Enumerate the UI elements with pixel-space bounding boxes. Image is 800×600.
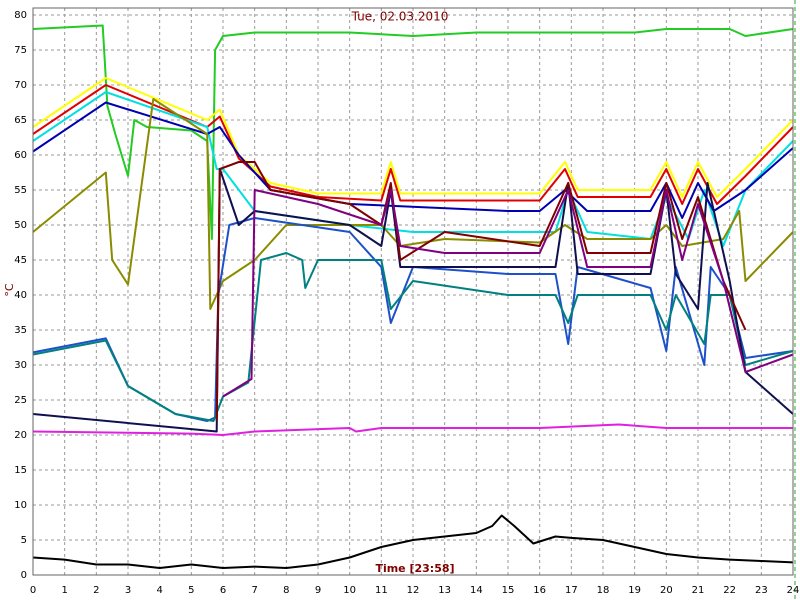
x-tick-label: 15 xyxy=(502,585,515,596)
data-line xyxy=(215,161,747,422)
x-tick-label: 4 xyxy=(156,585,162,596)
y-tick-label: 45 xyxy=(14,255,27,266)
data-line xyxy=(222,189,794,398)
y-tick-label: 70 xyxy=(14,80,27,91)
x-tick-label: 18 xyxy=(597,585,610,596)
data-line xyxy=(32,514,794,569)
x-tick-label: 7 xyxy=(251,585,257,596)
plot-frame xyxy=(32,7,794,576)
x-tick-label: 6 xyxy=(220,585,226,596)
x-tick-label: 19 xyxy=(628,585,641,596)
grid xyxy=(32,8,794,576)
x-axis-label: Time [23:58] xyxy=(375,562,454,575)
y-tick-label: 0 xyxy=(21,570,27,581)
y-tick-label: 60 xyxy=(14,150,27,161)
x-tick-label: 17 xyxy=(565,585,578,596)
x-tick-label: 16 xyxy=(533,585,546,596)
x-tick-label: 9 xyxy=(315,585,321,596)
y-tick-label: 35 xyxy=(14,325,27,336)
x-tick-label: 11 xyxy=(375,585,388,596)
y-tick-label: 10 xyxy=(14,500,27,511)
x-tick-label: 21 xyxy=(692,585,705,596)
x-tick-label: 23 xyxy=(755,585,768,596)
x-tick-label: 5 xyxy=(188,585,194,596)
x-tick-label: 13 xyxy=(438,585,451,596)
x-tick-label: 10 xyxy=(343,585,356,596)
x-tick-label: 2 xyxy=(93,585,99,596)
y-tick-label: 30 xyxy=(14,360,27,371)
x-tick-label: 1 xyxy=(61,585,67,596)
data-line xyxy=(32,77,794,198)
y-tick-label: 5 xyxy=(21,535,27,546)
x-tick-label: 20 xyxy=(660,585,673,596)
y-tick-label: 25 xyxy=(14,395,27,406)
x-tick-label: 8 xyxy=(283,585,289,596)
data-line xyxy=(32,423,793,436)
data-line xyxy=(32,84,794,205)
chart-title: Tue, 02.03.2010 xyxy=(351,10,449,24)
lines xyxy=(32,24,794,569)
y-tick-label: 15 xyxy=(14,465,27,476)
data-line xyxy=(32,101,794,219)
y-axis-label: °C xyxy=(3,283,16,297)
x-tick-label: 3 xyxy=(125,585,131,596)
x-tick-label: 24 xyxy=(787,585,800,596)
x-tick-label: 22 xyxy=(723,585,736,596)
y-tick-label: 75 xyxy=(14,45,27,56)
data-line xyxy=(32,24,794,240)
y-tick-label: 50 xyxy=(14,220,27,231)
y-tick-label: 55 xyxy=(14,185,27,196)
y-tick-label: 65 xyxy=(14,115,27,126)
x-tick-label: 14 xyxy=(470,585,483,596)
y-tick-label: 80 xyxy=(14,10,27,21)
y-tick-label: 20 xyxy=(14,430,27,441)
y-tick-label: 40 xyxy=(14,290,27,301)
x-tick-label: 12 xyxy=(407,585,420,596)
x-tick-label: 0 xyxy=(30,585,36,596)
